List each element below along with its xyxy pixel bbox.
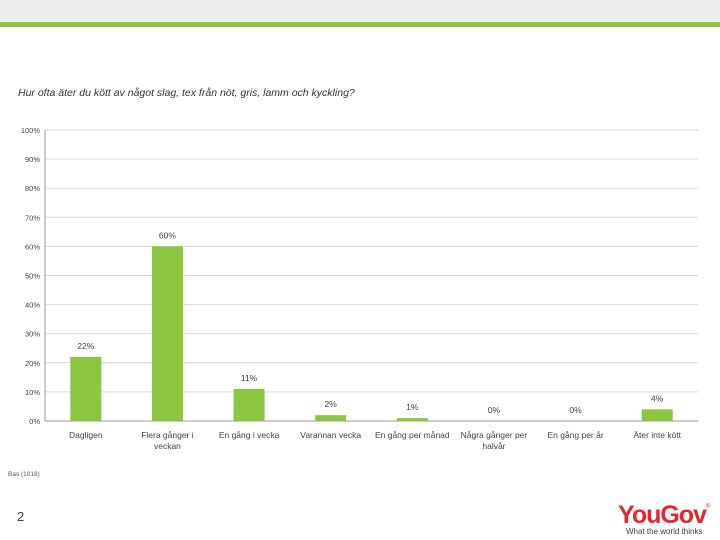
y-tick-label: 0% [29,417,40,426]
x-tick-label: veckan [154,441,181,451]
x-tick-label: Flera gånger i [141,430,194,440]
y-tick-label: 100% [21,126,41,135]
data-label: 0% [488,405,501,415]
data-label: 11% [241,373,258,383]
y-tick-label: 60% [25,242,40,251]
bar [151,246,183,421]
top-band [0,0,720,22]
base-note: Bas (1018) [8,471,40,478]
data-label: 1% [406,402,419,412]
x-tick-label: Varannan vecka [300,430,361,440]
y-tick-label: 80% [25,184,40,193]
bar [70,356,102,421]
x-tick-label: En gång per år [547,430,603,440]
x-tick-label: halvår [482,441,505,451]
y-tick-label: 90% [25,155,40,164]
bar [641,409,673,421]
data-label: 0% [569,405,582,415]
x-tick-label: Äter inte kött [633,430,681,440]
y-tick-label: 70% [25,213,40,222]
bar [233,388,265,421]
y-tick-label: 50% [25,272,40,281]
page-number: 2 [17,509,25,524]
logo-wordmark: YouGov [618,501,707,529]
x-tick-label: En gång per månad [375,430,450,440]
x-tick-label: Några gånger per [461,430,528,440]
yougov-logo: YouGov ® What the world thinks [618,502,712,538]
bar [315,415,347,421]
logo-tagline: What the world thinks [626,527,703,536]
x-tick-label: Dagligen [69,430,103,440]
x-tick-label: En gång i vecka [219,430,280,440]
data-label: 60% [159,230,176,240]
data-label: 22% [77,341,94,351]
data-label: 2% [325,399,338,409]
y-tick-label: 30% [25,330,40,339]
y-tick-label: 40% [25,301,40,310]
trademark-icon: ® [706,504,711,510]
y-tick-label: 10% [25,388,40,397]
bar [396,418,428,421]
question-text: Hur ofta äter du kött av något slag, tex… [18,87,355,99]
bar-chart: 0% 10% 20% 30% 40% 50% 60% 70% 80% 90% 100% 22% Dagl… [21,126,698,451]
top-accent-line [0,22,720,27]
y-tick-label: 20% [25,359,40,368]
data-label: 4% [651,393,664,403]
